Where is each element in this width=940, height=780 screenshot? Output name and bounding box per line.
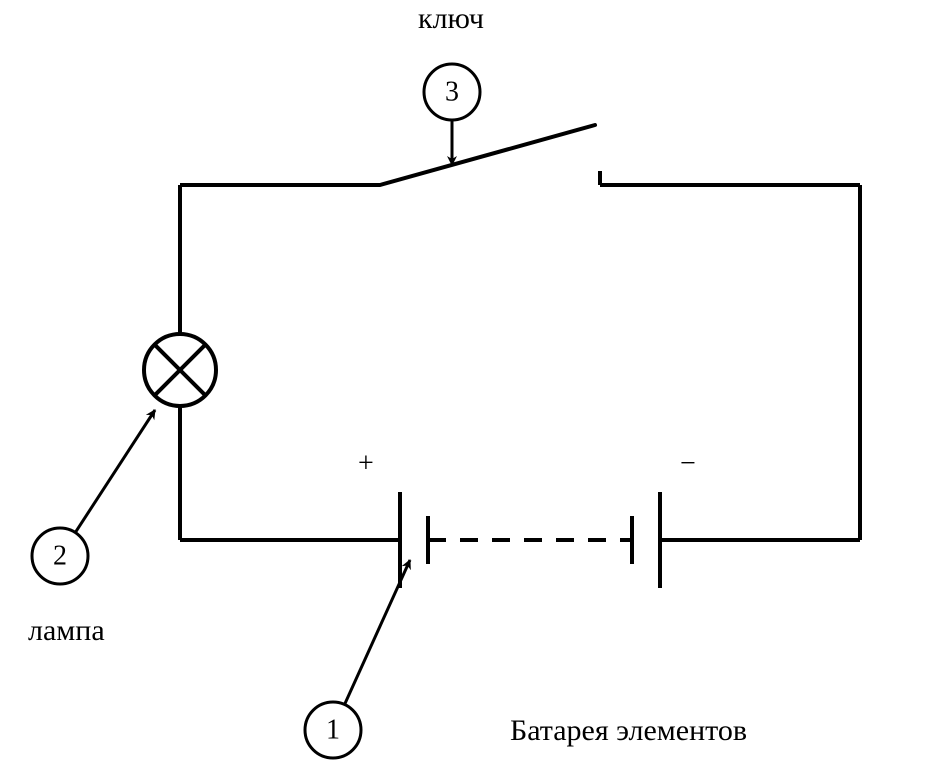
- switch-component: [380, 125, 600, 185]
- wires: [180, 185, 860, 540]
- switch-label: ключ: [418, 2, 484, 35]
- battery-component: [400, 492, 660, 588]
- lamp-component: [144, 334, 216, 406]
- marker-3: 3: [445, 77, 459, 108]
- plus-label: +: [358, 448, 374, 479]
- minus-label: −: [680, 448, 696, 479]
- circuit-diagram: + − ключ лампа Батарея элементов 1 2 3: [0, 0, 940, 780]
- marker-1: 1: [326, 715, 340, 746]
- markers: 1 2 3: [32, 64, 480, 758]
- lamp-label: лампа: [28, 614, 105, 647]
- battery-label: Батарея элементов: [510, 714, 747, 747]
- marker-2: 2: [53, 541, 67, 572]
